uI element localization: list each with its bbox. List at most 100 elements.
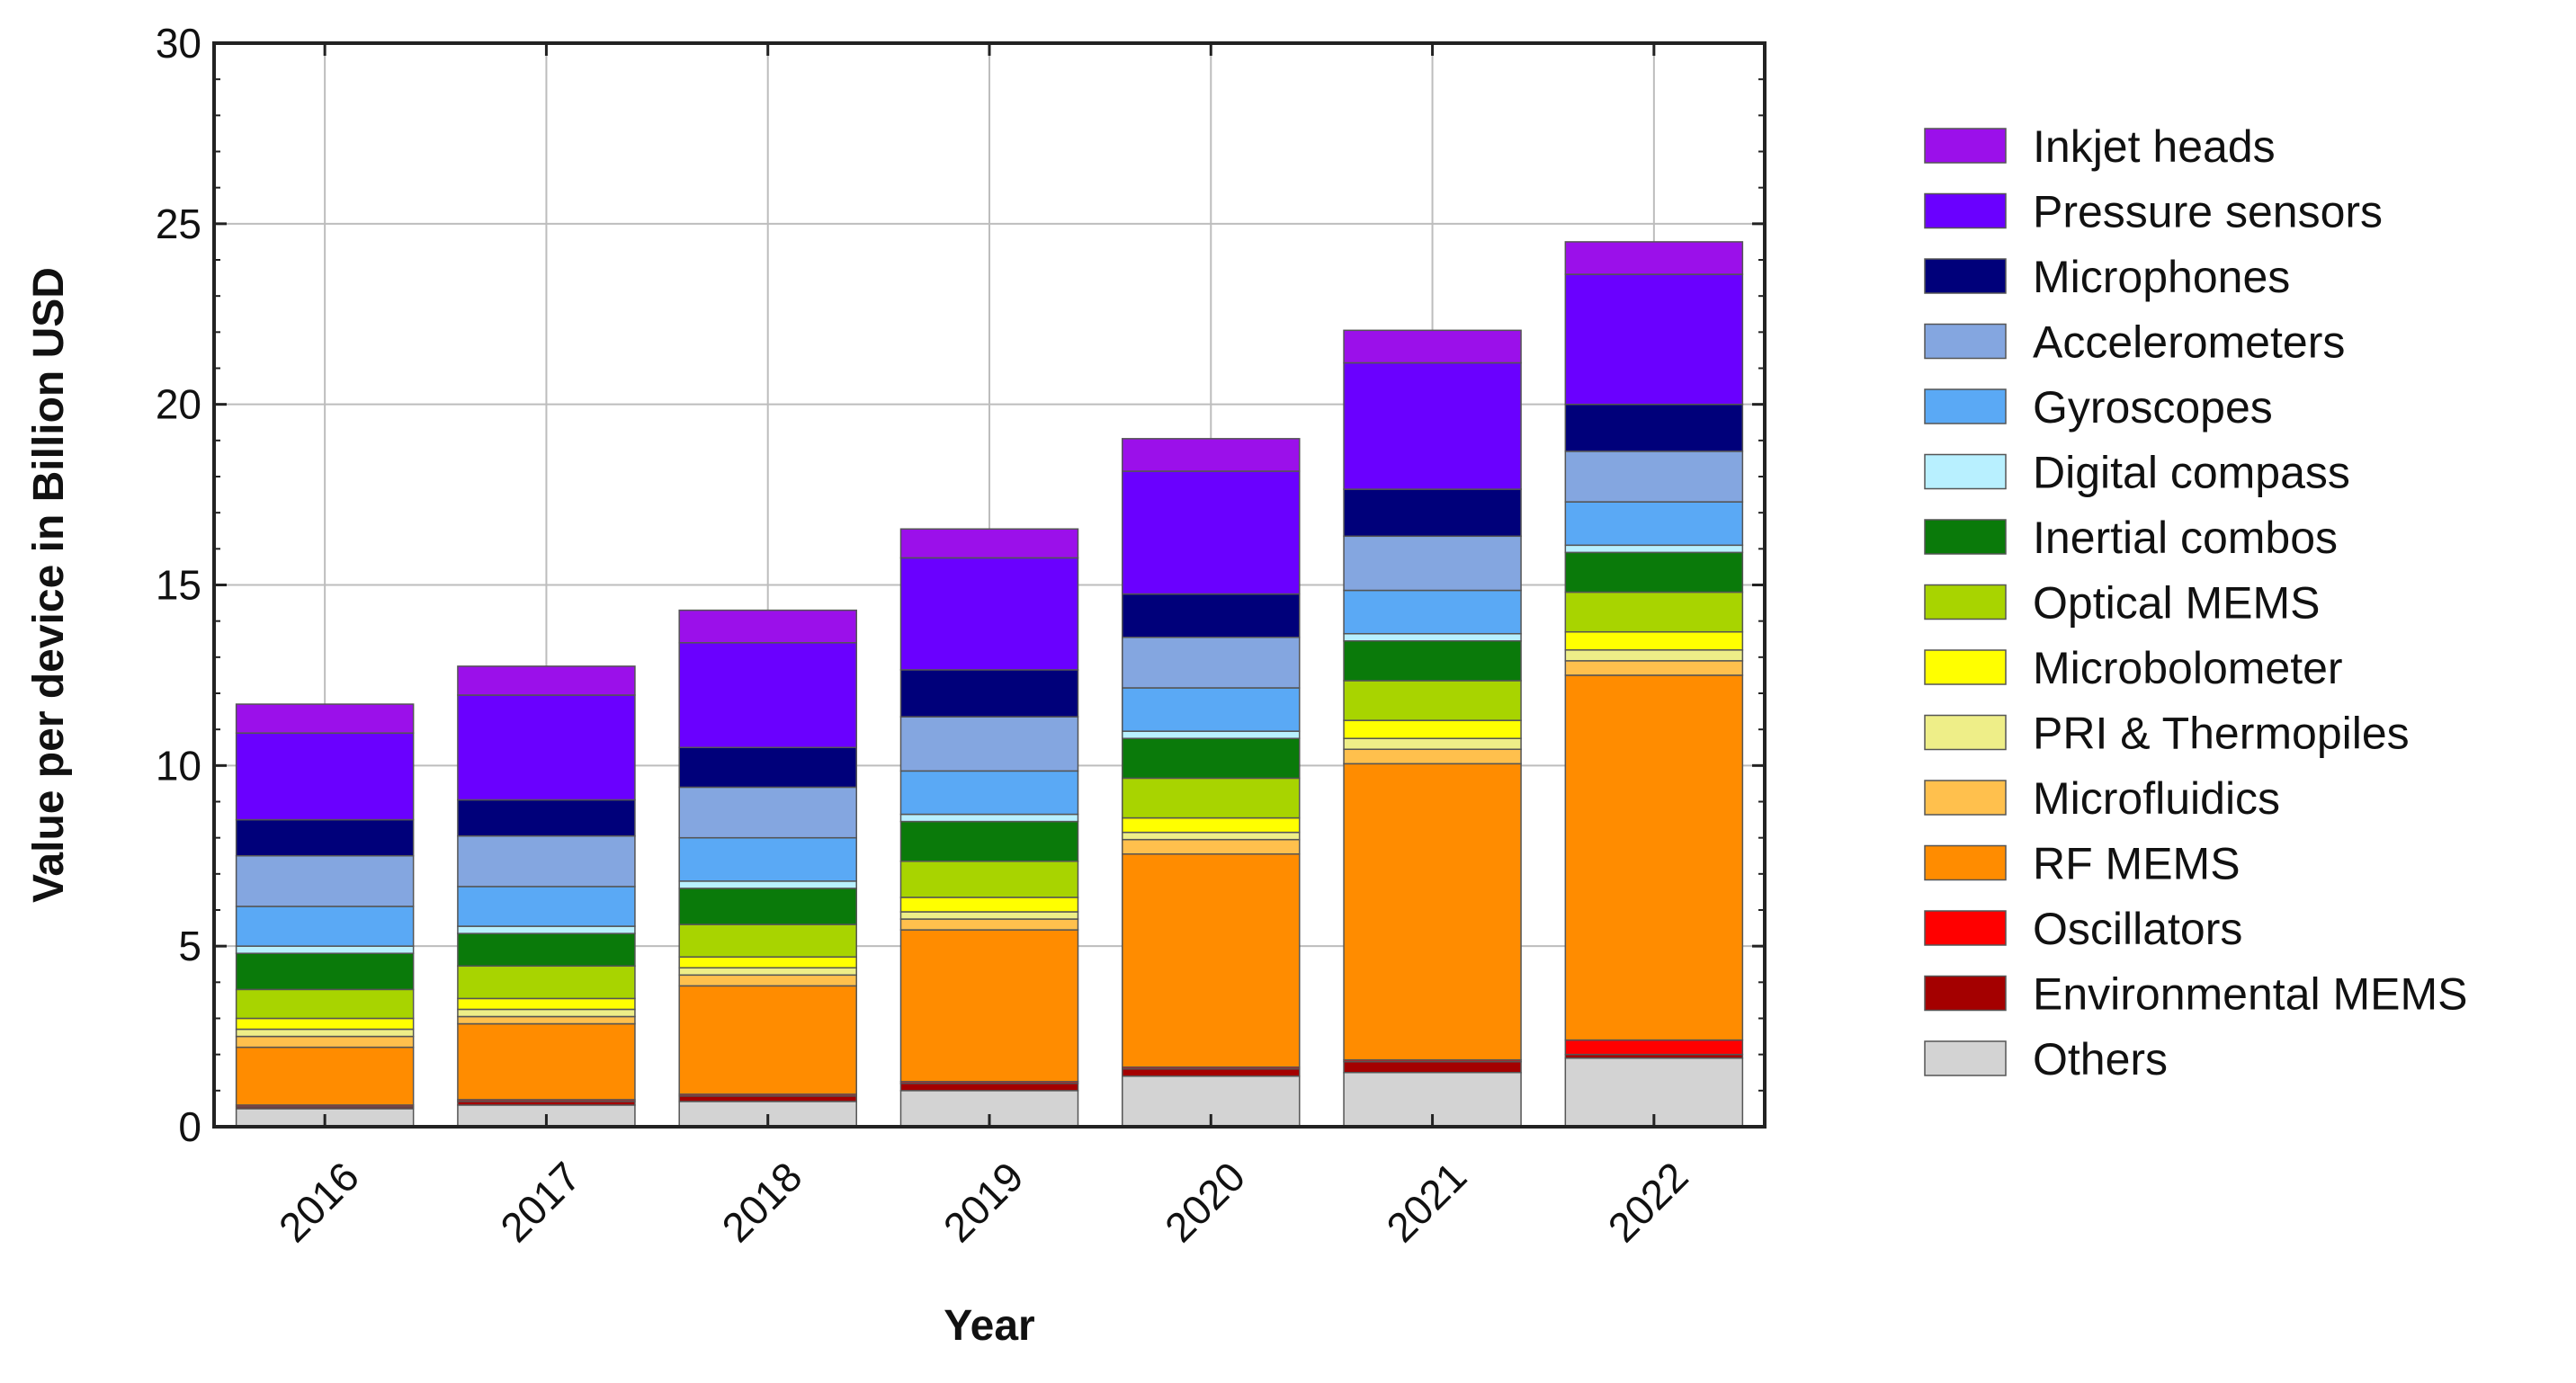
legend-swatch <box>1924 910 2007 946</box>
bar-segment <box>1122 730 1301 739</box>
bar-segment <box>457 925 636 934</box>
bar-segment <box>899 716 1079 772</box>
bar-segment <box>1122 777 1301 819</box>
legend-swatch <box>1924 519 2007 555</box>
bar-segment <box>1564 403 1744 452</box>
legend: Inkjet heads Pressure sensors Microphones A… <box>1924 121 2468 1084</box>
bar-segment <box>457 932 636 968</box>
bar-segment <box>1564 451 1744 503</box>
legend-swatch <box>1924 388 2007 424</box>
legend-entry: Gyroscopes <box>1924 382 2273 433</box>
bar-segment <box>235 952 415 991</box>
bar-segment <box>1564 1039 1744 1056</box>
bar-segment <box>1343 329 1522 364</box>
bar-segment <box>235 1028 415 1038</box>
bar-segment <box>1122 1067 1301 1077</box>
y-axis-title: Value per device in Billion USD <box>25 267 73 903</box>
legend-entry: Microfluidics <box>1924 773 2280 824</box>
bar-segment <box>899 1083 1079 1092</box>
bar-segment <box>1122 636 1301 689</box>
bar-segment <box>678 786 857 839</box>
legend-swatch <box>1924 192 2007 229</box>
bar-segment <box>678 974 857 987</box>
bar-segment <box>235 988 415 1020</box>
bar-segment <box>457 665 636 696</box>
bar-segment <box>899 820 1079 862</box>
legend-label: Optical MEMS <box>2033 578 2321 629</box>
bar-segment <box>678 888 857 925</box>
bar-segment <box>1343 488 1522 538</box>
legend-label: Accelerometers <box>2033 317 2345 368</box>
legend-entry: Inkjet heads <box>1924 121 2276 172</box>
x-axis-title: Year <box>944 1302 1034 1350</box>
y-tick-label: 0 <box>178 1103 201 1150</box>
legend-label: Microfluidics <box>2033 773 2280 824</box>
bar-segment <box>457 1015 636 1025</box>
bar-segment <box>457 834 636 888</box>
bar-segment <box>235 1046 415 1106</box>
bar-segment <box>678 985 857 1095</box>
bar-segment <box>235 732 415 821</box>
bar-segment <box>235 1035 415 1048</box>
bar-segment <box>1343 737 1522 751</box>
legend-swatch <box>1924 714 2007 751</box>
legend-label: Others <box>2033 1034 2168 1084</box>
bar-segment <box>1343 748 1522 765</box>
bar-segment <box>899 897 1079 913</box>
bar-segment <box>1122 438 1301 472</box>
legend-entry: Accelerometers <box>1924 317 2345 368</box>
bar-segment <box>1564 551 1744 593</box>
bar-segment <box>899 770 1079 816</box>
bar-segment <box>678 836 857 882</box>
legend-label: Pressure sensors <box>2033 187 2383 237</box>
bar-segment <box>1564 544 1744 554</box>
y-tick-label: 20 <box>156 381 201 428</box>
bar-segment <box>1343 589 1522 635</box>
bar-segment <box>1122 852 1301 1068</box>
legend-swatch <box>1924 258 2007 294</box>
bar-segment <box>899 669 1079 718</box>
legend-entry: Digital compass <box>1924 448 2350 498</box>
bar-segment <box>1343 361 1522 490</box>
legend-swatch <box>1924 649 2007 685</box>
legend-label: RF MEMS <box>2033 839 2241 889</box>
bar-segment <box>899 813 1079 823</box>
bar-segment <box>1343 1060 1522 1074</box>
legend-swatch <box>1924 128 2007 164</box>
legend-entry: Inertial combos <box>1924 513 2338 563</box>
bar-segment <box>1564 591 1744 633</box>
bar-segment <box>1564 674 1744 1041</box>
bar-segment <box>235 818 415 857</box>
legend-label: Inkjet heads <box>2033 121 2276 172</box>
bar-segment <box>457 965 636 1000</box>
legend-entry: Microbolometer <box>1924 643 2343 693</box>
bar-segment <box>678 609 857 644</box>
legend-label: Oscillators <box>2033 904 2242 954</box>
legend-entry: Oscillators <box>1924 904 2242 954</box>
bar-segment <box>1564 660 1744 676</box>
bar-segment <box>457 1022 636 1101</box>
bar-segment <box>1564 630 1744 651</box>
legend-label: Digital compass <box>2033 448 2350 498</box>
bars <box>235 241 1744 1128</box>
bar-segment <box>1343 632 1522 642</box>
bar-segment <box>457 1008 636 1018</box>
legend-entry: Environmental MEMS <box>1924 969 2468 1020</box>
legend-label: Microphones <box>2033 252 2290 302</box>
bar-segment <box>1122 831 1301 841</box>
bar-segment <box>1343 719 1522 739</box>
bar-segment <box>899 557 1079 671</box>
bar-segment <box>1122 470 1301 595</box>
bar-segment <box>1122 687 1301 732</box>
bar-segment <box>899 528 1079 559</box>
bar-segment <box>899 911 1079 920</box>
bar-segment <box>1343 535 1522 592</box>
y-tick-label: 10 <box>156 742 201 789</box>
legend-label: Microbolometer <box>2033 643 2343 693</box>
bar-segment <box>678 956 857 969</box>
bar-segment <box>1564 649 1744 662</box>
bar-segment <box>678 880 857 889</box>
bar-segment <box>678 1095 857 1102</box>
bar-segment <box>1122 816 1301 834</box>
